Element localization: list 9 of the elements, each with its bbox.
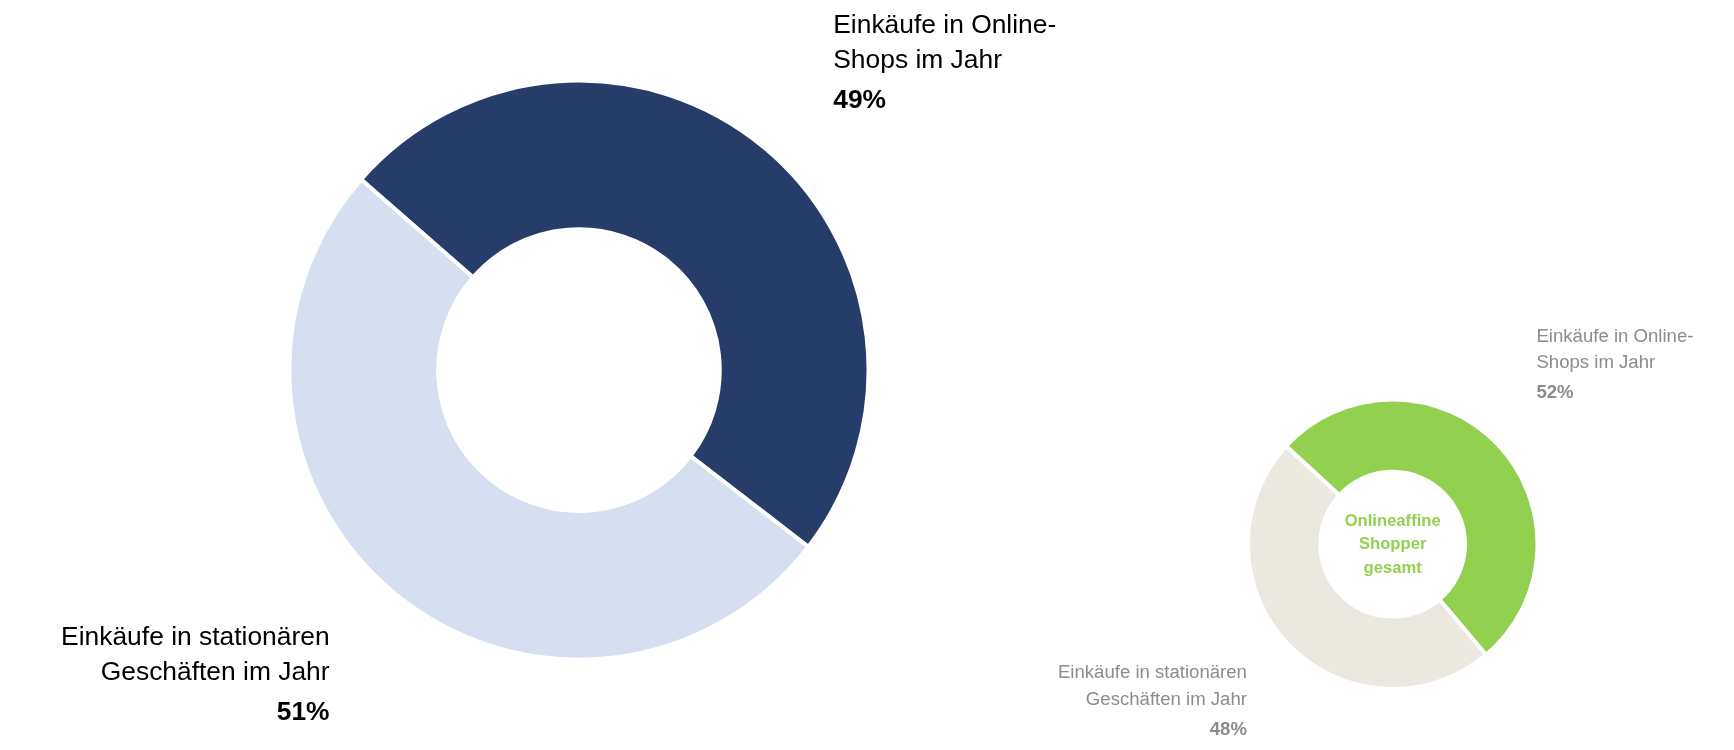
data-label: 52% [1536, 381, 1575, 403]
text: Onlineaffine Shopper gesamt [1344, 510, 1441, 577]
slice-label: Einkäufe in stationären Geschäften im Jahr [61, 620, 330, 687]
slice-label: Einkäufe in Online- Shops im Jahr [833, 8, 1057, 74]
data-label: 49% [833, 83, 887, 114]
slice-label: Einkäufe in stationären Geschäften im Jahr [1057, 661, 1247, 709]
data-label: 51% [276, 695, 330, 726]
data-label: 48% [1209, 717, 1248, 739]
slice-label: Einkäufe in Online- Shops im Jahr [1536, 324, 1694, 373]
